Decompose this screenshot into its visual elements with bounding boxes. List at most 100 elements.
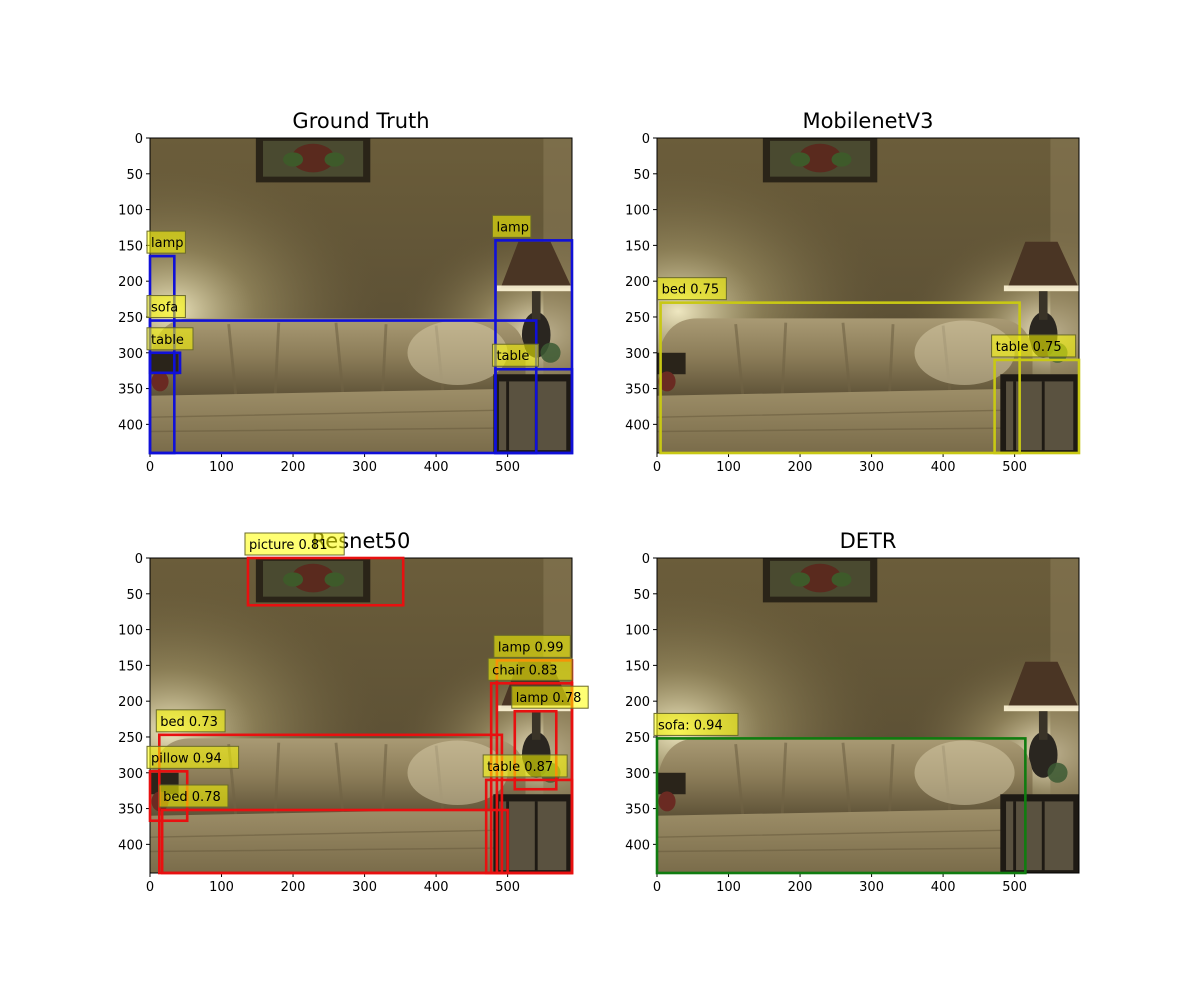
y-tick-label: 300: [118, 347, 143, 362]
y-tick-label: 350: [118, 803, 143, 818]
panel-title: MobilenetV3: [802, 109, 933, 133]
box-label: bed 0.78: [163, 790, 221, 805]
box-label: picture 0.81: [249, 538, 327, 553]
x-tick-label: 200: [788, 460, 813, 475]
box-label-background: [991, 334, 1077, 358]
box-label-background: [482, 754, 568, 778]
y-tick-label: 400: [118, 418, 143, 433]
x-tick-label: 300: [352, 460, 377, 475]
y-tick-label: 300: [625, 767, 650, 782]
y-tick-label: 100: [118, 624, 143, 639]
x-tick-label: 400: [424, 460, 449, 475]
bounding-box: [659, 301, 1021, 455]
box-label-background: [146, 327, 194, 351]
y-tick-label: 250: [625, 311, 650, 326]
x-tick-label: 100: [209, 460, 234, 475]
x-tick-label: 0: [146, 460, 154, 475]
y-tick-label: 150: [118, 239, 143, 254]
y-tick-label: 300: [625, 347, 650, 362]
y-tick-label: 400: [625, 418, 650, 433]
x-tick-label: 200: [281, 460, 306, 475]
box-label-background: [487, 657, 573, 681]
y-tick-label: 150: [625, 239, 650, 254]
x-tick-label: 400: [424, 880, 449, 895]
panel-title: Ground Truth: [292, 109, 429, 133]
y-tick-label: 0: [642, 132, 650, 147]
bounding-box: [494, 367, 574, 455]
box-label-background: [146, 230, 186, 254]
x-tick-label: 300: [859, 880, 884, 895]
box-label-background: [146, 745, 240, 769]
box-label: lamp 0.99: [498, 640, 564, 655]
y-tick-label: 100: [118, 204, 143, 219]
x-tick-label: 500: [1002, 880, 1027, 895]
x-tick-label: 0: [653, 460, 661, 475]
box-label: chair 0.83: [492, 663, 557, 678]
y-tick-label: 250: [625, 731, 650, 746]
y-tick-label: 350: [625, 803, 650, 818]
box-label-background: [511, 685, 589, 709]
box-label-background: [657, 277, 727, 301]
y-tick-label: 0: [135, 552, 143, 567]
box-label: lamp: [496, 220, 528, 235]
box-label-background: [491, 343, 539, 367]
y-tick-label: 200: [625, 275, 650, 290]
box-label-background: [146, 295, 186, 319]
box-label-background: [158, 784, 229, 808]
box-label: table 0.75: [996, 340, 1062, 355]
x-tick-label: 500: [495, 460, 520, 475]
y-tick-label: 250: [118, 311, 143, 326]
x-tick-label: 300: [859, 460, 884, 475]
y-tick-label: 200: [118, 695, 143, 710]
y-tick-label: 50: [126, 168, 143, 183]
x-tick-label: 100: [716, 880, 741, 895]
x-tick-label: 100: [716, 460, 741, 475]
box-label-background: [155, 709, 226, 733]
x-tick-label: 300: [352, 880, 377, 895]
y-tick-label: 50: [126, 588, 143, 603]
box-label: bed 0.75: [662, 283, 720, 298]
x-tick-label: 200: [281, 880, 306, 895]
bounding-box: [148, 351, 182, 375]
y-tick-label: 400: [625, 838, 650, 853]
x-tick-label: 200: [788, 880, 813, 895]
y-tick-label: 0: [135, 132, 143, 147]
box-label: lamp: [151, 236, 184, 251]
x-tick-label: 400: [931, 460, 956, 475]
panel-image: [150, 138, 572, 453]
x-tick-label: 400: [931, 880, 956, 895]
y-tick-label: 350: [118, 383, 143, 398]
y-tick-label: 250: [118, 731, 143, 746]
box-label: table: [496, 349, 529, 364]
y-tick-label: 0: [642, 552, 650, 567]
y-tick-label: 100: [625, 624, 650, 639]
y-tick-label: 150: [118, 659, 143, 674]
panel: DETR 0 100 200 300 400 500 0 50 100 150 200 250 300 35…: [625, 529, 1080, 895]
panel-title: DETR: [840, 529, 897, 553]
x-tick-label: 0: [146, 880, 154, 895]
y-tick-label: 400: [118, 838, 143, 853]
x-tick-label: 500: [495, 880, 520, 895]
bounding-box: [246, 556, 405, 607]
y-tick-label: 100: [625, 204, 650, 219]
panel: Ground Truth 0 100 200 300 400 500 0 50 100 150 200…: [118, 109, 574, 475]
y-tick-label: 300: [118, 767, 143, 782]
box-label-background: [493, 634, 571, 658]
box-label: bed 0.73: [160, 715, 218, 730]
box-label: sofa: 0.94: [658, 718, 723, 733]
x-tick-label: 100: [209, 880, 234, 895]
bounding-box: [160, 808, 509, 875]
box-label-background: [491, 214, 532, 238]
y-tick-label: 50: [633, 168, 650, 183]
box-label: lamp 0.78: [516, 691, 582, 706]
y-tick-label: 200: [118, 275, 143, 290]
bounding-box: [655, 737, 1027, 875]
y-tick-label: 150: [625, 659, 650, 674]
y-tick-label: 350: [625, 383, 650, 398]
box-label: table 0.87: [487, 760, 553, 775]
box-label-background: [653, 712, 739, 736]
y-tick-label: 200: [625, 695, 650, 710]
panel: MobilenetV3 0 100 200 300 400 500 0 50 100 150 200 2…: [625, 109, 1081, 475]
x-tick-label: 0: [653, 880, 661, 895]
y-tick-label: 50: [633, 588, 650, 603]
